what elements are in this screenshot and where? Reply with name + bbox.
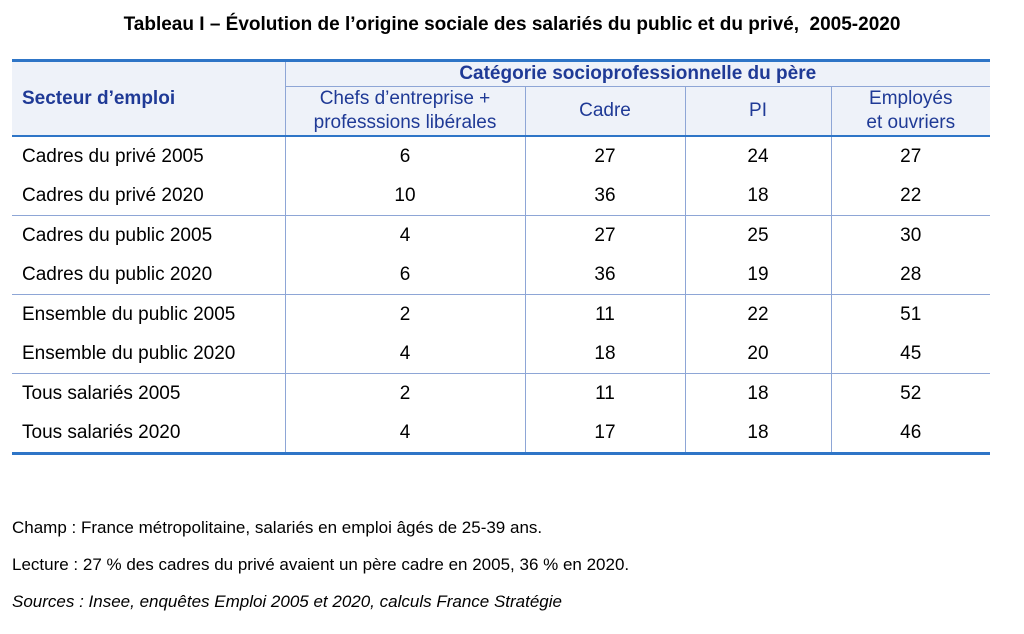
column-header-line: professsions libérales — [313, 112, 497, 133]
row-label: Ensemble du public 2020 — [12, 334, 286, 374]
table-cell: 22 — [831, 176, 990, 216]
table-cell: 10 — [285, 176, 526, 216]
table-cell: 20 — [685, 334, 832, 374]
column-header-line: Chefs d’entreprise + — [319, 88, 491, 109]
column-header-line: Cadre — [579, 100, 631, 121]
table-row: Ensemble du public 2020 4 18 20 45 — [12, 334, 990, 374]
table-cell: 6 — [285, 255, 526, 295]
table-cell: 2 — [285, 373, 526, 413]
table-cell: 4 — [285, 334, 526, 374]
table-cell: 18 — [525, 334, 686, 374]
column-header-cadre: Cadre — [525, 86, 686, 136]
table-cell: 36 — [525, 176, 686, 216]
row-header-cell: Secteur d’emploi — [12, 60, 286, 136]
table-cell: 22 — [685, 294, 832, 334]
table-title: Tableau I – Évolution de l’origine socia… — [123, 14, 901, 35]
table-cell: 11 — [525, 294, 686, 334]
table-cell: 27 — [525, 136, 686, 176]
row-label: Cadres du public 2005 — [12, 215, 286, 255]
table-cell: 46 — [831, 413, 990, 455]
table-body: Cadres du privé 2005 6 27 24 27 Cadres d… — [12, 136, 990, 455]
table-cell: 36 — [525, 255, 686, 295]
table-cell: 19 — [685, 255, 832, 295]
table-cell: 45 — [831, 334, 990, 374]
row-label: Cadres du privé 2020 — [12, 176, 286, 216]
table-cell: 18 — [685, 373, 832, 413]
table-notes: Champ : France métropolitaine, salariés … — [12, 516, 629, 627]
table-cell: 6 — [285, 136, 526, 176]
row-label: Ensemble du public 2005 — [12, 294, 286, 334]
column-header-pi: PI — [685, 86, 832, 136]
row-label: Cadres du public 2020 — [12, 255, 286, 295]
row-header-label: Secteur d’emploi — [22, 87, 176, 109]
column-header-chefs: Chefs d’entreprise + professsions libéra… — [285, 86, 526, 136]
table-cell: 17 — [525, 413, 686, 455]
table-cell: 28 — [831, 255, 990, 295]
column-header-line: PI — [749, 100, 767, 121]
table-cell: 4 — [285, 413, 526, 455]
note-lecture: Lecture : 27 % des cadres du privé avaie… — [12, 555, 630, 574]
table-cell: 24 — [685, 136, 832, 176]
table-row: Tous salariés 2005 2 11 18 52 — [12, 373, 990, 413]
row-label: Tous salariés 2005 — [12, 373, 286, 413]
table-cell: 25 — [685, 215, 832, 255]
table-row: Cadres du privé 2020 10 36 18 22 — [12, 176, 990, 216]
column-header-employes: Employés et ouvriers — [831, 86, 990, 136]
table-row: Cadres du public 2005 4 27 25 30 — [12, 215, 990, 255]
note-champ: Champ : France métropolitaine, salariés … — [12, 518, 543, 537]
table-header: Secteur d’emploi Catégorie socioprofessi… — [12, 60, 990, 136]
column-header-line: Employés — [869, 88, 953, 109]
table-cell: 30 — [900, 224, 922, 246]
row-label: Cadres du privé 2005 — [12, 136, 286, 176]
group-header-label: Catégorie socioprofessionnelle du père — [459, 63, 817, 84]
table-row: Cadres du privé 2005 6 27 24 27 — [12, 136, 990, 176]
table-cell: 27 — [525, 215, 686, 255]
table-row: Cadres du public 2020 6 36 19 28 — [12, 255, 990, 295]
column-header-line: et ouvriers — [866, 112, 956, 133]
table-cell: 2 — [285, 294, 526, 334]
table-cell: 18 — [685, 176, 832, 216]
table-cell: 27 — [900, 145, 922, 167]
row-label: Tous salariés 2020 — [12, 413, 286, 455]
table-row: Ensemble du public 2005 2 11 22 51 — [12, 294, 990, 334]
table-cell: 52 — [900, 382, 922, 404]
table-cell: 4 — [285, 215, 526, 255]
table-row: Tous salariés 2020 4 17 18 46 — [12, 413, 990, 455]
group-header-cell: Catégorie socioprofessionnelle du père — [285, 60, 990, 87]
table-cell: 18 — [685, 413, 832, 455]
data-table: Secteur d’emploi Catégorie socioprofessi… — [12, 59, 990, 455]
table-cell: 11 — [525, 373, 686, 413]
table-cell: 51 — [900, 303, 922, 325]
note-sources: Sources : Insee, enquêtes Emploi 2005 et… — [12, 592, 562, 611]
